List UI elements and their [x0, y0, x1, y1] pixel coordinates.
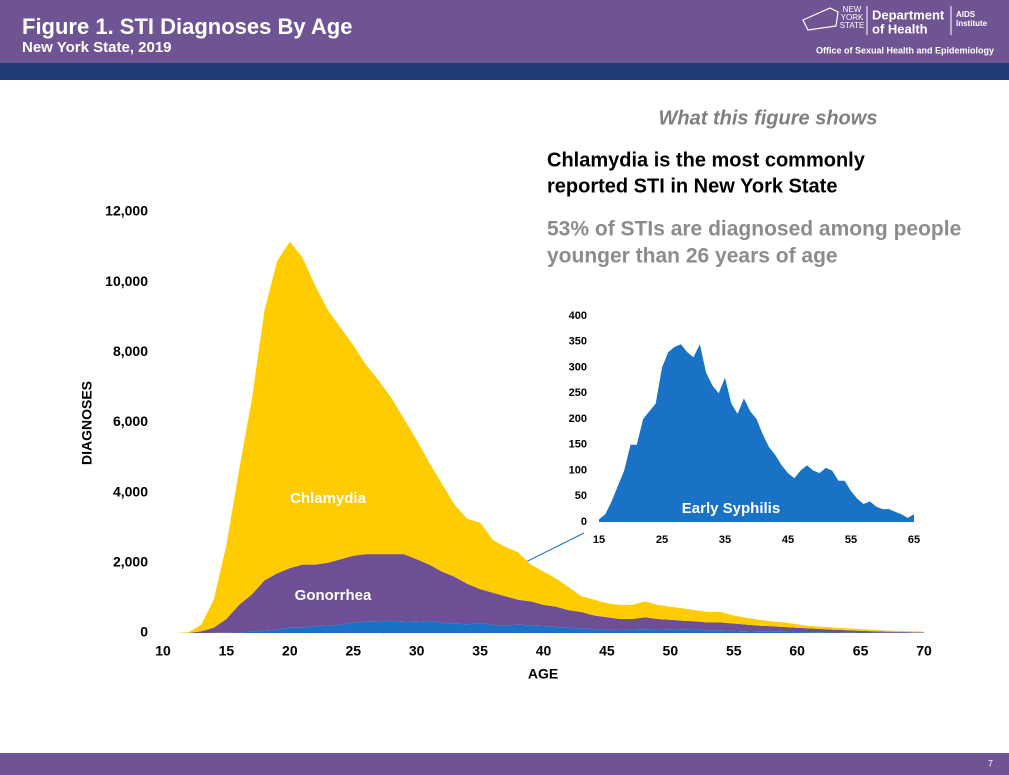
x-tick-label: 15: [593, 534, 605, 546]
x-tick-label: 45: [599, 643, 615, 659]
note: 53% of STIs are diagnosed among people: [547, 218, 961, 241]
y-tick-label: 50: [575, 490, 587, 502]
series-label: Chlamydia: [290, 490, 367, 507]
logo-state: STATE: [840, 21, 865, 30]
series-label: Gonorrhea: [295, 587, 372, 604]
logo-institute: AIDS: [956, 10, 976, 19]
footer-bar: [0, 753, 1009, 775]
x-tick-label: 45: [782, 534, 794, 546]
y-tick-label: 2,000: [113, 554, 148, 570]
header-stripe: [0, 63, 1009, 80]
x-tick-label: 15: [219, 643, 235, 659]
area: [163, 554, 924, 633]
y-axis-title: DIAGNOSES: [79, 381, 95, 465]
x-tick-label: 20: [282, 643, 298, 659]
x-tick-label: 60: [789, 643, 805, 659]
y-tick-label: 0: [581, 516, 587, 528]
x-tick-label: 55: [845, 534, 857, 546]
page-number: 7: [988, 758, 993, 768]
logo-state: NEW: [843, 5, 862, 14]
x-tick-label: 25: [656, 534, 668, 546]
x-tick-label: 35: [472, 643, 488, 659]
y-tick-label: 10,000: [105, 273, 148, 289]
logo-department: Department: [872, 7, 945, 22]
y-tick-label: 300: [569, 361, 587, 373]
y-tick-label: 350: [569, 336, 587, 348]
subtitle: New York State, 2019: [22, 39, 172, 56]
x-tick-label: 55: [726, 643, 742, 659]
header-bar: [0, 0, 1009, 63]
y-tick-label: 12,000: [105, 203, 148, 219]
logo-institute: Institute: [956, 19, 988, 28]
y-tick-label: 8,000: [113, 343, 148, 359]
x-tick-label: 30: [409, 643, 425, 659]
area: [599, 344, 914, 522]
x-tick-label: 50: [663, 643, 679, 659]
x-tick-label: 40: [536, 643, 552, 659]
logo-state-shape: [802, 7, 839, 31]
x-axis-title: AGE: [528, 666, 558, 682]
x-tick-label: 10: [155, 643, 171, 659]
series-label: Early Syphilis: [682, 500, 780, 517]
y-tick-label: 400: [569, 310, 587, 322]
finding: reported STI in New York State: [547, 175, 837, 197]
x-tick-label: 70: [916, 643, 932, 659]
y-tick-label: 150: [569, 439, 587, 451]
x-tick-label: 35: [719, 534, 731, 546]
area: [163, 241, 924, 634]
y-tick-label: 0: [140, 624, 148, 640]
sidebar-heading: What this figure shows: [659, 107, 878, 129]
finding: Chlamydia is the most commonly: [547, 149, 866, 171]
logo-department: of Health: [872, 21, 928, 36]
x-tick-label: 25: [345, 643, 361, 659]
logo-state: YORK: [841, 13, 864, 22]
y-tick-label: 4,000: [113, 483, 148, 499]
y-tick-label: 250: [569, 387, 587, 399]
x-tick-label: 65: [908, 534, 920, 546]
y-tick-label: 200: [569, 413, 587, 425]
y-tick-label: 6,000: [113, 413, 148, 429]
note: younger than 26 years of age: [547, 245, 838, 268]
x-tick-label: 65: [853, 643, 869, 659]
area: [163, 620, 924, 633]
logo-office: Office of Sexual Health and Epidemiology: [816, 45, 994, 55]
title: Figure 1. STI Diagnoses By Age: [22, 14, 352, 39]
y-tick-label: 100: [569, 464, 587, 476]
